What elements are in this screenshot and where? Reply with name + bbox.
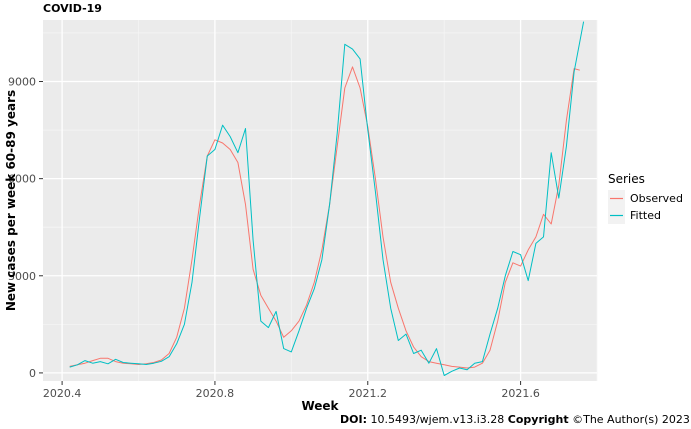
legend-items: Observed Fitted xyxy=(608,190,683,224)
series-line-observed xyxy=(69,66,580,369)
y-tick-label: 6000 xyxy=(8,173,36,186)
legend-title: Series xyxy=(608,172,645,186)
x-tick-label: 2020.8 xyxy=(196,387,235,400)
series-line-fitted xyxy=(69,21,585,376)
x-tick-label: 2021.2 xyxy=(349,387,388,400)
copyright-value: ©The Author(s) 2023. xyxy=(568,413,691,426)
minor-gridlines xyxy=(43,20,598,381)
doi-value: 10.5493/wjem.v13.i3.28 xyxy=(366,413,508,426)
y-tick-label: 9000 xyxy=(8,76,36,89)
plot-panel xyxy=(43,20,597,381)
y-axis-title: New cases per week 60-89 years xyxy=(4,90,18,311)
citation-footer: DOI: 10.5493/wjem.v13.i3.28 Copyright ©T… xyxy=(340,413,691,426)
x-tick-label: 2020.4 xyxy=(43,387,82,400)
x-tick-label: 2021.6 xyxy=(501,387,540,400)
legend-label-fitted: Fitted xyxy=(630,209,661,222)
major-gridlines xyxy=(43,20,597,381)
chart-title: COVID-19 xyxy=(43,2,102,15)
series-lines xyxy=(69,21,585,376)
y-tick-label: 0 xyxy=(29,367,36,380)
doi-label: DOI: xyxy=(340,413,367,426)
copyright-label: Copyright xyxy=(507,413,569,426)
y-axis-ticks: 0 3000 6000 9000 xyxy=(8,76,43,380)
x-axis-ticks: 2020.4 2020.8 2021.2 2021.6 xyxy=(43,381,540,400)
legend: Series Observed Fitted xyxy=(608,172,683,224)
y-tick-label: 3000 xyxy=(8,270,36,283)
x-axis-title: Week xyxy=(301,399,339,413)
legend-label-observed: Observed xyxy=(630,192,683,205)
